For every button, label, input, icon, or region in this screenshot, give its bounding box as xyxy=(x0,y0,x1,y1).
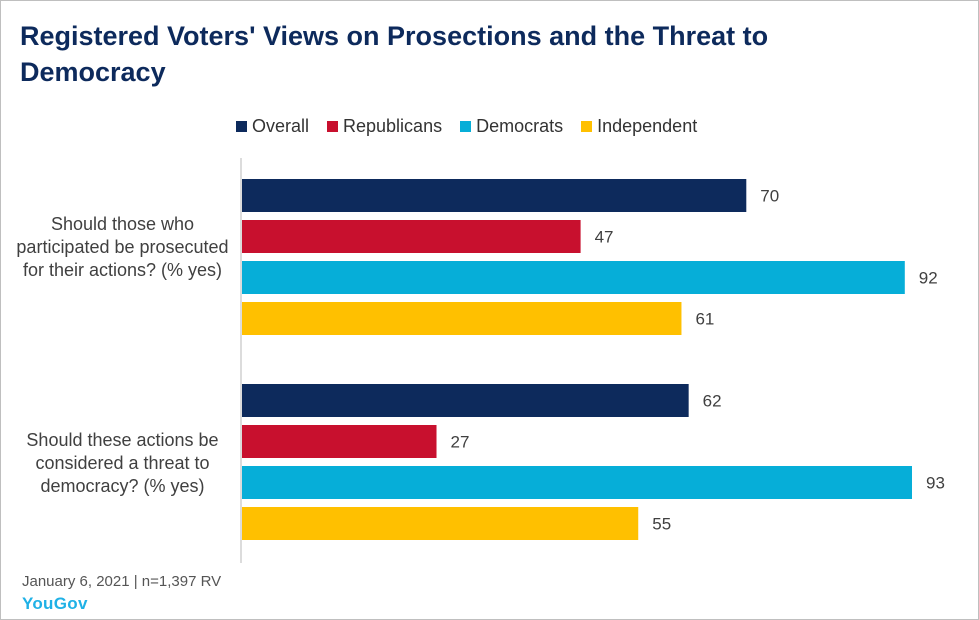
bar-democrats-0 xyxy=(242,261,905,294)
data-label-overall-0: 70 xyxy=(760,187,779,206)
footer-note: January 6, 2021 | n=1,397 RV xyxy=(22,573,222,590)
legend-swatch xyxy=(581,120,593,132)
category-label-prosecution: Should those who participated be prosecu… xyxy=(16,214,229,280)
data-label-overall-1: 62 xyxy=(703,392,722,411)
category-label-threat: Should these actions be considered a thr… xyxy=(26,430,219,496)
legend-swatch xyxy=(460,120,472,132)
brand-logo: YouGov xyxy=(22,594,88,613)
data-label-independent-1: 55 xyxy=(652,515,671,534)
bar-overall-1 xyxy=(242,384,689,417)
data-label-democrats-0: 92 xyxy=(919,269,938,288)
chart-legend: Overall Republicans Democrats Independent xyxy=(236,114,715,138)
data-label-republicans-0: 47 xyxy=(595,228,614,247)
legend-label: Independent xyxy=(597,115,698,136)
data-label-republicans-1: 27 xyxy=(451,433,470,452)
legend-swatch xyxy=(327,120,339,132)
bar-independent-0 xyxy=(242,302,682,335)
legend-item-democrats: Democrats xyxy=(460,116,563,137)
bar-republicans-0 xyxy=(242,220,581,253)
bar-overall-0 xyxy=(242,179,747,212)
legend-label: Democrats xyxy=(476,115,564,136)
legend-item-overall: Overall xyxy=(236,116,309,137)
data-label-democrats-1: 93 xyxy=(926,474,945,493)
legend-swatch xyxy=(236,120,247,132)
legend-item-independent: Independent xyxy=(581,116,697,137)
bar-democrats-1 xyxy=(242,466,912,499)
data-label-independent-0: 61 xyxy=(695,310,714,329)
legend-label: Republicans xyxy=(343,115,443,136)
chart-title: Registered Voters' Views on Prosections … xyxy=(20,21,769,87)
bar-independent-1 xyxy=(242,507,639,540)
legend-label: Overall xyxy=(252,115,310,136)
bar-republicans-1 xyxy=(242,425,437,458)
legend-item-republicans: Republicans xyxy=(327,116,442,137)
